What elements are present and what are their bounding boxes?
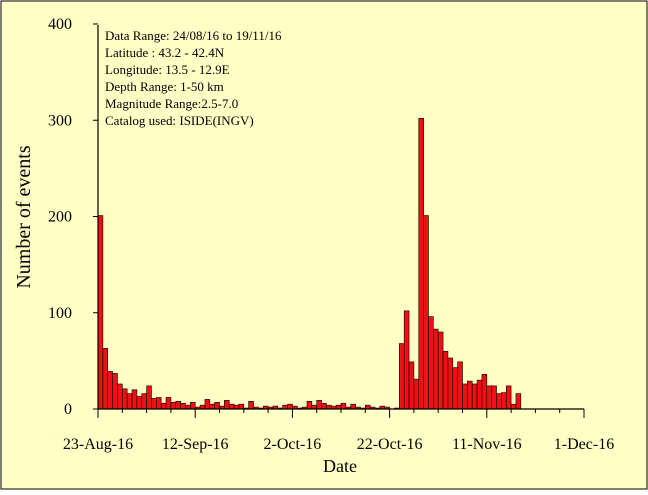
histogram-bar (204, 399, 211, 410)
y-tick-label: 0 (64, 401, 72, 418)
histogram-bar (151, 398, 157, 410)
x-tick-label: 12-Sep-16 (162, 436, 229, 453)
histogram-bar (340, 402, 347, 410)
histogram-bar (146, 385, 152, 410)
histogram-bar (224, 400, 230, 410)
y-axis-title: Number of events (13, 145, 35, 289)
histogram-bar (165, 397, 172, 410)
histogram-bar (190, 401, 196, 410)
histogram-bar (131, 389, 138, 410)
histogram-bar (515, 393, 522, 410)
histogram-bar (287, 403, 293, 410)
histogram-bar (112, 373, 118, 410)
histogram-bar (399, 343, 405, 410)
info-catalog: Catalog used: ISIDE(INGV) (105, 113, 254, 128)
y-tick-label: 100 (48, 305, 72, 322)
histogram-bar (214, 401, 220, 410)
y-tick-label: 300 (48, 112, 72, 129)
histogram-bar (141, 393, 147, 410)
histogram-bar (433, 328, 439, 410)
histogram-bar (350, 403, 356, 410)
x-tick-label: 22-Oct-16 (357, 436, 423, 453)
histogram-bar (437, 331, 444, 410)
histogram-bar (136, 396, 143, 410)
histogram-bar (481, 374, 488, 410)
histogram-bar (117, 383, 123, 410)
histogram-bar (462, 383, 468, 410)
x-tick-label: 11-Nov-16 (452, 436, 522, 453)
histogram-bar (496, 393, 502, 410)
histogram-bar (160, 402, 167, 410)
histogram-bar (321, 402, 327, 410)
histogram-bar (403, 310, 410, 410)
info-depth-range: Depth Range: 1-50 km (105, 79, 224, 94)
info-latitude: Latitude : 43.2 - 42.4N (105, 45, 225, 60)
info-magnitude-range: Magnitude Range:2.5-7.0 (105, 96, 238, 111)
histogram-bar (447, 357, 454, 410)
histogram-bar (248, 400, 254, 410)
histogram-bar (418, 118, 424, 410)
histogram-bar (107, 371, 113, 410)
histogram-bar (175, 400, 181, 410)
histogram-bar (452, 367, 458, 410)
histogram-bar (408, 361, 415, 410)
histogram-bar (228, 403, 235, 410)
x-axis-title: Date (323, 456, 357, 476)
histogram-bar (491, 385, 497, 410)
histogram-bar (238, 403, 245, 410)
histogram-bar (457, 361, 463, 410)
histogram-bar (442, 350, 449, 410)
histogram-bar (180, 402, 186, 410)
histogram-bar (97, 215, 104, 410)
histogram-bar (423, 215, 429, 410)
histogram-bar (209, 403, 215, 410)
histogram-bar (486, 385, 492, 410)
histogram-bar (316, 400, 322, 410)
histogram-bar (102, 348, 109, 410)
ticks-layer: 0 100 200 300 400 23-Aug-16 12-Sep-16 2-Oct-16 2… (48, 16, 614, 453)
histogram-bar (126, 393, 133, 410)
histogram-bar (467, 380, 473, 410)
x-tick-label: 2-Oct-16 (264, 436, 322, 453)
y-tick-label: 200 (48, 209, 72, 226)
histogram-bar (413, 378, 420, 410)
histogram-bar (471, 383, 478, 410)
histogram-bar (170, 401, 177, 410)
histogram-bar (156, 397, 162, 410)
histogram-bar (510, 403, 517, 410)
histogram-bar (501, 392, 507, 410)
info-box: Data Range: 24/08/16 to 19/11/16 Latitud… (105, 28, 282, 128)
histogram-bar (505, 385, 512, 410)
histogram-bar (428, 316, 434, 410)
histogram-bar (306, 400, 313, 410)
info-data-range: Data Range: 24/08/16 to 19/11/16 (105, 28, 282, 43)
y-tick-label: 400 (48, 16, 72, 33)
info-longitude: Longitude: 13.5 - 12.9E (105, 62, 230, 77)
x-tick-label: 23-Aug-16 (63, 436, 133, 453)
histogram-bar (476, 379, 483, 410)
x-tick-label: 1-Dec-16 (554, 436, 614, 453)
histogram-bar (122, 388, 128, 410)
